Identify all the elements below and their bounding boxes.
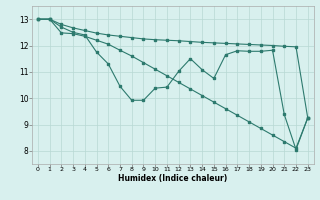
X-axis label: Humidex (Indice chaleur): Humidex (Indice chaleur) <box>118 174 228 183</box>
